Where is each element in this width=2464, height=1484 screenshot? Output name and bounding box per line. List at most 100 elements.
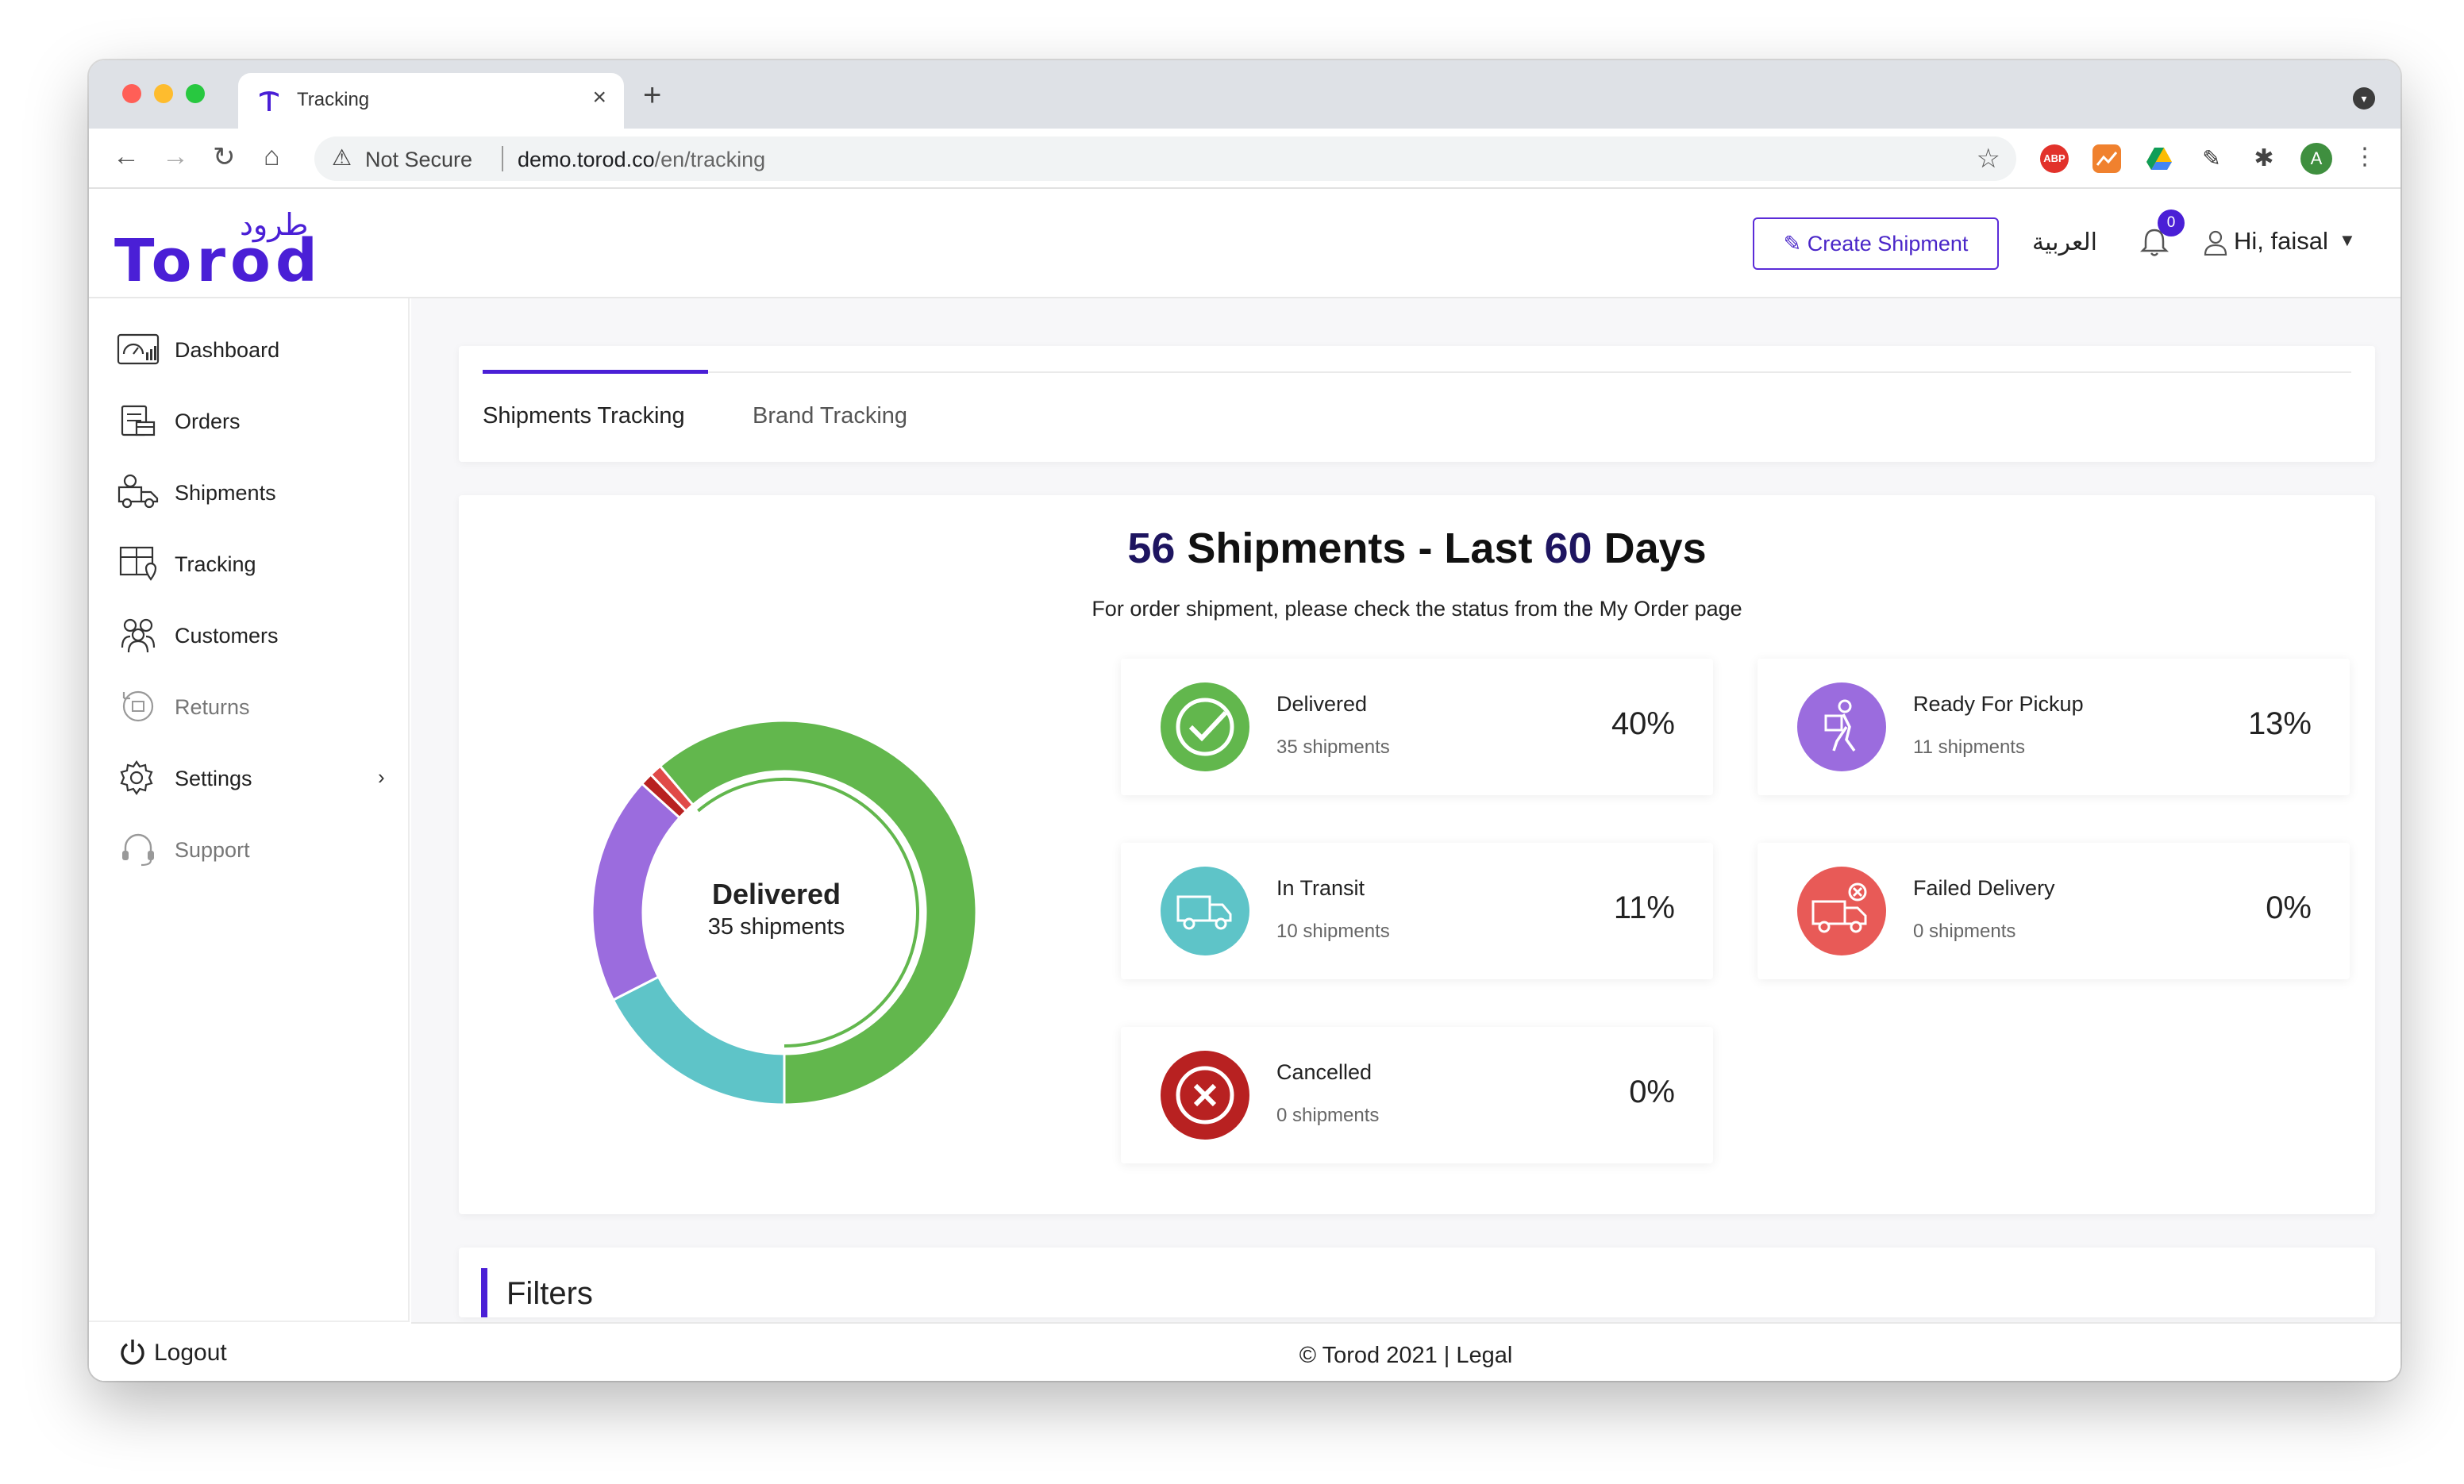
status-count: 11 shipments: [1913, 736, 2025, 758]
main-content: Shipments Tracking Brand Tracking 56 Shi…: [411, 298, 2400, 1381]
tab-brand-tracking[interactable]: Brand Tracking: [753, 403, 908, 429]
torod-favicon-icon: [260, 91, 279, 111]
tracking-tabs-card: Shipments Tracking Brand Tracking: [459, 346, 2375, 462]
stats-title-mid: Shipments - Last: [1175, 525, 1545, 572]
back-icon[interactable]: ←: [113, 141, 140, 171]
dashboard-icon: [117, 333, 160, 365]
status-card-in-transit[interactable]: In Transit 10 shipments 11%: [1121, 843, 1713, 979]
footer: © Torod 2021 | Legal: [411, 1322, 2400, 1381]
notification-count-badge: 0: [2158, 210, 2185, 236]
logo-arabic: طرود: [240, 207, 308, 243]
status-label: In Transit: [1276, 876, 1365, 900]
donut-segment-delivered[interactable]: [658, 719, 978, 1106]
chevron-down-icon[interactable]: ▼: [2339, 230, 2356, 250]
create-shipment-button[interactable]: ✎ Create Shipment: [1753, 217, 1999, 270]
sidebar-item-shipments[interactable]: Shipments: [116, 468, 394, 516]
status-count: 35 shipments: [1276, 736, 1390, 758]
google-drive-icon[interactable]: [2145, 144, 2173, 173]
logout-label: Logout: [154, 1340, 227, 1366]
url-path: /en/tracking: [654, 148, 766, 171]
status-count: 0 shipments: [1276, 1105, 1380, 1126]
security-label[interactable]: Not Secure: [365, 148, 473, 171]
omnibox-separator: [502, 146, 503, 171]
url-text[interactable]: demo.torod.co/en/tracking: [518, 148, 765, 172]
status-card-delivered[interactable]: Delivered 35 shipments 40%: [1121, 659, 1713, 795]
browser-window: Tracking × + ▾ ← → ↻ ⌂ ⚠ Not Secure demo…: [89, 60, 2400, 1381]
sidebar: Dashboard Orders: [89, 298, 410, 1381]
user-icon[interactable]: [2204, 230, 2227, 256]
browser-menu-icon[interactable]: ⋮: [2353, 144, 2377, 170]
donut-segment-in-transit[interactable]: [611, 975, 786, 1106]
bookmark-star-icon[interactable]: ☆: [1976, 144, 2000, 174]
bell-icon[interactable]: [2137, 225, 2172, 260]
maximize-window-button[interactable]: [186, 84, 205, 103]
stats-total: 56: [1127, 525, 1176, 572]
status-card-cancelled[interactable]: Cancelled 0 shipments 0%: [1121, 1027, 1713, 1163]
sidebar-item-dashboard[interactable]: Dashboard: [116, 325, 394, 373]
shipments-icon: [117, 474, 159, 509]
status-donut-chart[interactable]: [578, 706, 991, 1119]
language-switch-link[interactable]: العربية: [2032, 229, 2097, 256]
tracking-icon: [119, 546, 157, 581]
user-greeting[interactable]: Hi, faisal: [2234, 227, 2328, 255]
tab-search-icon[interactable]: ▾: [2353, 87, 2375, 110]
status-label: Ready For Pickup: [1913, 692, 2084, 716]
minimize-window-button[interactable]: [154, 84, 173, 103]
sidebar-item-support[interactable]: Support: [116, 825, 394, 873]
status-percent: 13%: [2247, 706, 2312, 741]
status-card-ready-for-pickup[interactable]: Ready For Pickup 11 shipments 13%: [1758, 659, 2350, 795]
orders-icon: [121, 405, 156, 436]
forward-icon[interactable]: →: [162, 141, 189, 171]
browser-toolbar: ← → ↻ ⌂ ⚠ Not Secure demo.torod.co/en/tr…: [89, 129, 2400, 189]
sidebar-item-settings[interactable]: Settings ›: [116, 754, 394, 802]
reload-icon[interactable]: ↻: [213, 142, 236, 172]
sidebar-item-customers[interactable]: Customers: [116, 611, 394, 659]
failed-truck-icon: [1797, 867, 1886, 955]
shipment-stats-card: 56 Shipments - Last 60 Days For order sh…: [459, 495, 2375, 1214]
stats-title-end: Days: [1592, 525, 1707, 572]
customers-icon: [121, 618, 156, 653]
gear-icon: [120, 760, 153, 795]
new-tab-button[interactable]: +: [643, 78, 662, 113]
tab-shipments-tracking[interactable]: Shipments Tracking: [483, 403, 685, 429]
tab-title: Tracking: [297, 89, 370, 110]
filters-title: Filters: [506, 1276, 593, 1311]
active-tab-indicator: [483, 370, 708, 374]
eyedropper-icon[interactable]: ✎: [2202, 146, 2221, 171]
chart-extension-icon[interactable]: [2092, 144, 2121, 173]
status-label: Cancelled: [1276, 1060, 1373, 1084]
sidebar-item-tracking[interactable]: Tracking: [116, 540, 394, 587]
browser-tab[interactable]: Tracking ×: [238, 73, 624, 129]
sidebar-item-label: Returns: [175, 695, 250, 719]
edit-icon: ✎: [1783, 232, 1808, 256]
status-card-failed-delivery[interactable]: Failed Delivery 0 shipments 0%: [1758, 843, 2350, 979]
power-icon: [121, 1340, 144, 1365]
stats-days: 60: [1544, 525, 1592, 572]
logout-button[interactable]: Logout: [89, 1321, 410, 1381]
close-window-button[interactable]: [122, 84, 141, 103]
status-count: 0 shipments: [1913, 921, 2016, 942]
sidebar-item-returns[interactable]: Returns: [116, 682, 394, 730]
sidebar-item-label: Shipments: [175, 481, 276, 505]
address-bar[interactable]: ⚠ Not Secure demo.torod.co/en/tracking ☆: [314, 136, 2016, 181]
sidebar-item-label: Tracking: [175, 552, 256, 576]
profile-avatar[interactable]: A: [2300, 143, 2332, 175]
torod-logo[interactable]: طرود Torod: [113, 205, 359, 287]
sidebar-item-label: Dashboard: [175, 338, 280, 362]
filters-accent-bar: [481, 1268, 487, 1317]
chevron-right-icon[interactable]: ›: [378, 765, 385, 789]
home-icon[interactable]: ⌂: [264, 141, 280, 171]
status-percent: 11%: [1613, 890, 1675, 925]
footer-text[interactable]: © Torod 2021 | Legal: [1299, 1343, 1513, 1368]
adblock-extension-icon[interactable]: ABP: [2040, 144, 2069, 173]
returns-icon: [122, 690, 154, 722]
sidebar-item-label: Settings: [175, 767, 252, 790]
url-host: demo.torod.co: [518, 148, 655, 171]
filters-card: Filters: [459, 1248, 2375, 1317]
stats-title: 56 Shipments - Last 60 Days: [459, 524, 2375, 573]
sidebar-item-orders[interactable]: Orders: [116, 397, 394, 444]
warning-icon: ⚠: [332, 145, 352, 170]
status-count: 10 shipments: [1276, 921, 1390, 942]
close-tab-icon[interactable]: ×: [592, 84, 606, 110]
extensions-puzzle-icon[interactable]: ✱: [2254, 145, 2274, 171]
